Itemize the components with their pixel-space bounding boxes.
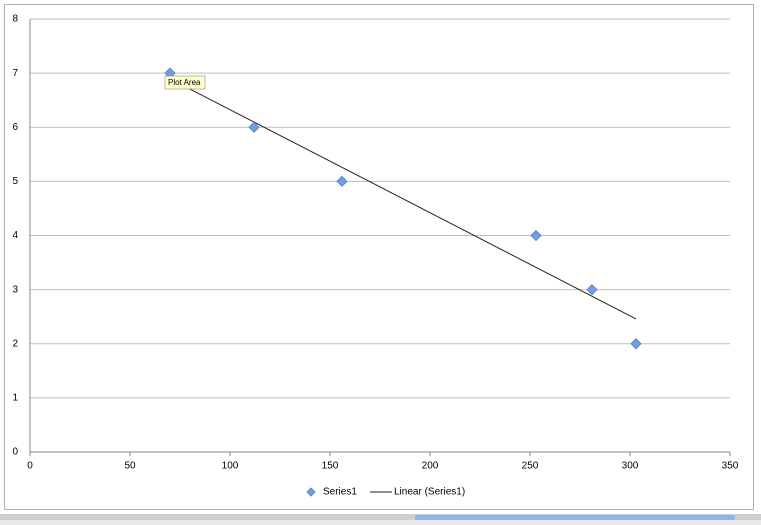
tooltip-text: Plot Area bbox=[168, 78, 201, 87]
y-tick-label: 4 bbox=[12, 230, 18, 241]
y-tick-label: 6 bbox=[12, 122, 18, 133]
y-tick-label: 7 bbox=[12, 68, 18, 79]
point bbox=[630, 338, 642, 350]
point bbox=[530, 229, 542, 242]
x-tick-label: 150 bbox=[322, 461, 339, 472]
y-tick-label: 1 bbox=[12, 393, 18, 404]
x-tick-label: 100 bbox=[222, 461, 239, 472]
point bbox=[248, 121, 260, 133]
x-tick-label: 250 bbox=[522, 461, 539, 472]
scrollbar bbox=[415, 515, 735, 520]
x-tick-label: 350 bbox=[722, 461, 739, 472]
trendline bbox=[169, 78, 637, 320]
x-tick-label: 50 bbox=[124, 461, 136, 472]
x-tick-label: 200 bbox=[422, 461, 439, 472]
sheet-tab-bar bbox=[0, 514, 761, 520]
chart-border bbox=[4, 4, 754, 510]
point bbox=[336, 175, 348, 187]
x-tick-label: 300 bbox=[622, 461, 639, 472]
y-tick-label: 5 bbox=[12, 176, 18, 187]
y-tick-label: 2 bbox=[12, 338, 18, 349]
chart-background bbox=[0, 0, 761, 514]
y-tick-label: 3 bbox=[12, 284, 18, 295]
x-tick-label: 0 bbox=[27, 461, 33, 472]
legend-label: Series1 bbox=[323, 487, 357, 498]
point bbox=[586, 284, 598, 296]
y-tick-label: 8 bbox=[12, 14, 18, 25]
y-tick-label: 0 bbox=[12, 447, 18, 458]
tooltip-box bbox=[164, 75, 206, 90]
legend-marker bbox=[306, 487, 316, 497]
legend-label: Linear (Series1) bbox=[394, 487, 465, 498]
